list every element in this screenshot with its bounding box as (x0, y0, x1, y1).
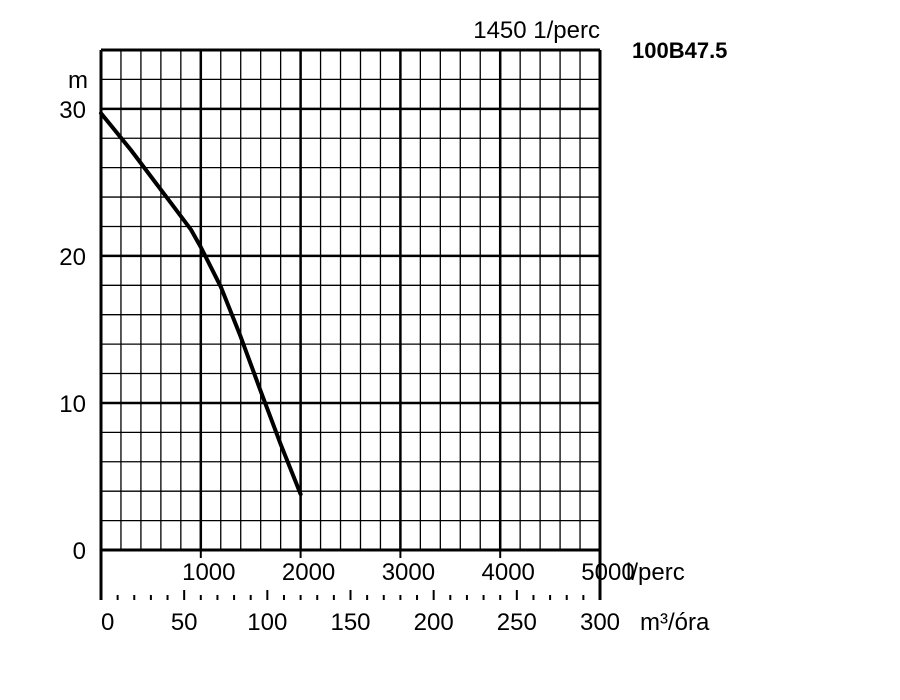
x-tick-label-m3h: 100 (247, 609, 287, 636)
x-tick-label-m3h: 200 (414, 609, 454, 636)
x-axis-unit-m3h: m³/óra (640, 609, 710, 636)
y-tick-labels: 0 10 20 30 (59, 97, 86, 565)
model-label: 100B47.5 (632, 38, 727, 63)
x-tick-label-m3h: 50 (171, 609, 198, 636)
x-tick-labels-m3h: 0 50 100 150 200 250 300 (101, 609, 620, 636)
y-tick-label: 30 (59, 97, 86, 124)
x-tick-label-lpm: 5000 (581, 559, 634, 586)
pump-curve-line (99, 111, 303, 497)
chart-frame (99, 48, 602, 600)
x-tick-label-lpm: 4000 (482, 559, 535, 586)
x-tick-labels-lpm: 1000 2000 3000 4000 5000 (182, 559, 635, 586)
x-tick-label-m3h: 150 (330, 609, 370, 636)
x-tick-label-m3h: 250 (497, 609, 537, 636)
y-tick-label: 10 (59, 391, 86, 418)
y-tick-label: 0 (73, 538, 86, 565)
x-tick-label-lpm: 3000 (382, 559, 435, 586)
x-tick-label-m3h: 0 (101, 609, 114, 636)
x-tick-label-lpm: 1000 (182, 559, 235, 586)
x-axis-unit-lpm: l/perc (626, 559, 685, 586)
y-axis-unit: m (68, 67, 88, 94)
x-tick-label-lpm: 2000 (282, 559, 335, 586)
y-tick-label: 20 (59, 244, 86, 271)
speed-label: 1450 1/perc (473, 17, 600, 44)
grid (101, 48, 600, 550)
x-tick-label-m3h: 300 (580, 609, 620, 636)
